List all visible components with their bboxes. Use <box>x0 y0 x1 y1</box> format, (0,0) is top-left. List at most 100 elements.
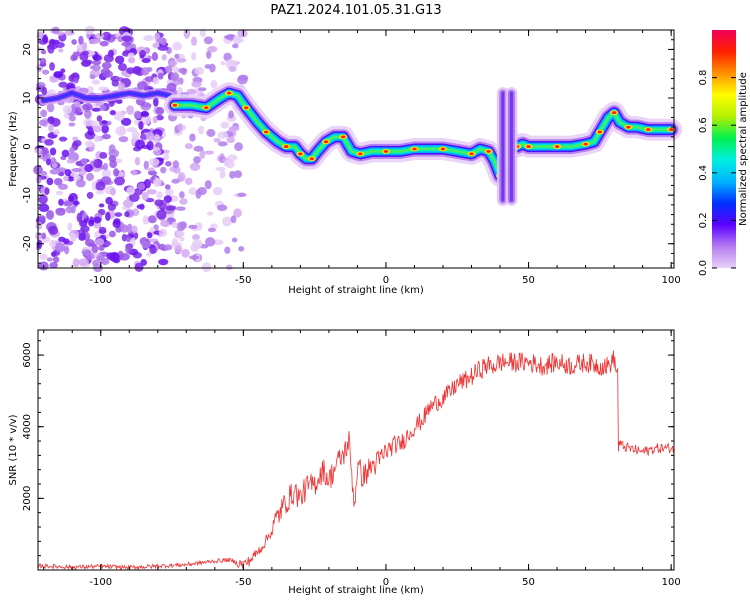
noise-blob <box>193 156 201 164</box>
noise-blob <box>204 150 215 155</box>
noise-blob <box>49 168 61 175</box>
noise-blob <box>206 50 212 59</box>
noise-blob <box>58 198 64 206</box>
noise-blob <box>122 199 134 208</box>
noise-blob <box>88 38 100 45</box>
noise-blob <box>128 56 136 64</box>
noise-blob <box>55 207 66 216</box>
noise-blob <box>210 79 218 89</box>
noise-blob <box>121 35 132 42</box>
snr-background <box>38 330 674 570</box>
spectrogram-x-tick-label: 100 <box>662 275 681 286</box>
signal-ridge-peak <box>469 152 474 156</box>
noise-blob <box>49 261 58 269</box>
noise-blob <box>82 212 88 219</box>
noise-blob <box>217 131 229 139</box>
colorbar-tick-label: 0.4 <box>698 165 709 181</box>
noise-blob <box>70 205 76 214</box>
noise-blob <box>49 62 55 71</box>
noise-blob <box>47 116 56 125</box>
noise-blob <box>51 251 57 257</box>
noise-blob <box>113 168 120 177</box>
noise-blob <box>153 134 160 141</box>
spectrogram-x-tick-label: -100 <box>89 275 112 286</box>
noise-blob <box>174 53 180 59</box>
snr-y-tick-label: 6000 <box>22 342 33 367</box>
noise-blob <box>152 116 158 124</box>
noise-blob <box>58 136 68 142</box>
noise-blob <box>80 158 88 165</box>
noise-blob <box>63 200 74 207</box>
noise-blob <box>87 127 94 136</box>
noise-blob <box>157 72 164 80</box>
noise-blob <box>141 191 149 201</box>
noise-blob <box>109 109 116 116</box>
spectrogram-y-tick-label: -20 <box>22 236 33 252</box>
noise-blob <box>58 48 64 53</box>
noise-blob <box>223 52 232 62</box>
noise-blob <box>186 88 197 95</box>
noise-blob <box>108 230 116 238</box>
signal-ridge-right-peak <box>597 130 603 134</box>
noise-blob <box>38 194 48 205</box>
noise-blob <box>46 209 55 220</box>
noise-blob <box>179 191 185 199</box>
noise-blob <box>46 177 54 186</box>
snr-y-tick-label: 4000 <box>22 414 33 439</box>
noise-blob <box>206 129 216 137</box>
noise-blob <box>188 187 197 195</box>
noise-blob <box>152 77 160 85</box>
noise-blob <box>213 137 221 143</box>
noise-blob <box>91 79 101 85</box>
noise-blob <box>87 242 97 248</box>
noise-blob <box>118 136 129 143</box>
noise-blob <box>147 215 157 224</box>
noise-blob <box>194 67 205 75</box>
noise-blob <box>98 203 105 208</box>
noise-blob <box>189 133 196 142</box>
noise-blob <box>103 54 114 63</box>
figure-title: PAZ1.2024.101.05.31.G13 <box>270 3 441 18</box>
noise-blob <box>142 215 150 225</box>
noise-blob <box>115 55 125 64</box>
noise-blob <box>138 120 144 130</box>
noise-blob <box>55 190 64 196</box>
noise-blob <box>49 147 57 156</box>
noise-blob <box>179 198 188 205</box>
noise-blob <box>229 170 236 179</box>
noise-blob <box>101 168 112 179</box>
noise-blob <box>75 179 86 188</box>
noise-blob <box>184 177 193 185</box>
noise-blob <box>72 136 79 141</box>
noise-blob <box>76 212 83 223</box>
noise-blob <box>207 227 216 233</box>
noise-blob <box>68 122 76 127</box>
noise-blob <box>154 199 164 207</box>
noise-blob <box>140 114 152 125</box>
noise-blob <box>44 187 50 195</box>
signal-ridge-peak <box>440 147 446 151</box>
snr-x-tick-label: 0 <box>383 577 389 588</box>
noise-blob <box>156 37 167 44</box>
noise-blob <box>149 158 160 166</box>
noise-blob <box>98 229 107 234</box>
noise-blob <box>224 34 235 40</box>
noise-blob <box>41 87 48 96</box>
noise-blob <box>84 252 95 261</box>
noise-blob <box>224 246 231 254</box>
signal-ridge-peak <box>340 135 346 139</box>
noise-blob <box>112 219 121 228</box>
noise-blob <box>163 195 172 203</box>
noise-blob <box>105 196 113 205</box>
noise-blob <box>203 36 213 45</box>
noise-blob <box>158 228 168 237</box>
noise-blob <box>141 58 151 64</box>
noise-blob <box>131 130 140 140</box>
noise-blob <box>101 31 112 41</box>
noise-blob <box>140 111 149 118</box>
noise-blob <box>52 256 60 263</box>
noise-blob <box>234 142 243 152</box>
noise-blob <box>194 222 203 231</box>
